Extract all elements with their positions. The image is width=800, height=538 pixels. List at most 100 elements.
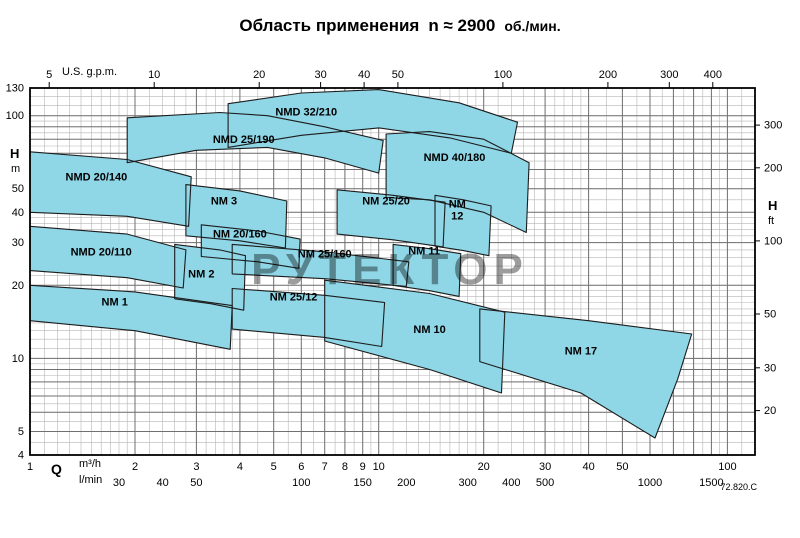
- pump-region-fill: [393, 244, 461, 297]
- top-axis-tick: 10: [148, 69, 160, 81]
- region-label: NM 2: [188, 269, 214, 281]
- pump-region-outline: [324, 279, 506, 394]
- left-axis-tick: 5: [18, 426, 24, 438]
- region-label: NMD 25/190: [213, 134, 275, 146]
- bottom-axis-tick-m3h: 3: [193, 461, 199, 473]
- region-label: NM 17: [565, 345, 597, 357]
- top-axis-tick: 400: [704, 69, 722, 81]
- left-axis-tick: 4: [18, 450, 24, 462]
- bottom-axis-tick-m3h: 2: [132, 461, 138, 473]
- region-label: NM 25/160: [298, 249, 352, 261]
- left-axis-tick: 50: [12, 183, 24, 195]
- region-label: NM 20/160: [213, 228, 267, 240]
- plot-frame: [29, 87, 756, 456]
- bottom-axis-tick-m3h: 10: [373, 461, 385, 473]
- bottom-axis-tick-m3h: 5: [271, 461, 277, 473]
- region-label: NM 25/12: [270, 292, 318, 304]
- top-axis-tick: 100: [494, 69, 512, 81]
- top-axis-tick: 30: [314, 69, 326, 81]
- bottom-axis-unit-lmin-label: l/min: [79, 474, 103, 486]
- bottom-axis-tick-lmin: 400: [502, 477, 520, 489]
- watermark: РУТЕКТОР: [251, 245, 529, 294]
- pump-region-outline: [385, 131, 530, 234]
- right-axis-tick: 30: [764, 362, 776, 374]
- pump-region-fill: [228, 89, 518, 154]
- bottom-axis-tick-m3h: 40: [582, 461, 594, 473]
- right-axis-tick: 200: [764, 162, 782, 174]
- right-axis-tick: 20: [764, 405, 776, 417]
- pump-region-fill: [30, 151, 192, 227]
- pump-region-fill: [337, 189, 446, 247]
- doc-number: 72.820.C: [720, 482, 757, 492]
- bottom-axis-unit-m3h-label: m³/h: [79, 458, 101, 470]
- pump-region-fill: [324, 280, 505, 393]
- top-axis-unit-label: U.S. g.p.m.: [62, 66, 118, 78]
- left-axis-tick: 20: [12, 280, 24, 292]
- pump-region-fill: [174, 244, 246, 311]
- bottom-axis-tick-lmin: 150: [354, 477, 372, 489]
- pump-region-outline: [479, 308, 693, 439]
- bottom-axis-tick-lmin: 1500: [699, 477, 723, 489]
- top-axis-tick: 20: [253, 69, 265, 81]
- pump-region-fill: [479, 308, 692, 438]
- title-main: Область применения: [239, 16, 420, 35]
- left-axis-tick: 30: [12, 237, 24, 249]
- region-label: NM 12: [449, 199, 466, 223]
- bottom-axis-tick-m3h: 30: [539, 461, 551, 473]
- left-axis-unit-label: m: [11, 163, 21, 175]
- region-label: NMD 20/110: [71, 247, 132, 259]
- pump-region-outline: [126, 111, 384, 174]
- pump-region-outline: [392, 243, 462, 297]
- pump-region-fill: [30, 226, 186, 288]
- chart-labels: NMD 32/210 NMD 25/190 NMD 40/180 NMD 20/140…: [66, 107, 598, 358]
- region-label: NMD 32/210: [275, 107, 337, 119]
- right-axis-tick: 100: [764, 235, 782, 247]
- right-axis-unit-label: ft: [768, 215, 775, 227]
- pump-region-outline: [231, 243, 410, 287]
- pump-region-fill: [386, 131, 530, 233]
- right-axis-tick: 50: [764, 309, 776, 321]
- pump-region-outline: [174, 243, 247, 311]
- bottom-axis-tick-m3h: 6: [298, 461, 304, 473]
- left-axis-quantity-label: H: [10, 146, 20, 161]
- bottom-axis-tick-m3h: 1: [27, 461, 33, 473]
- top-axis-tick: 5: [46, 69, 52, 81]
- bottom-axis-tick-lmin: 200: [397, 477, 415, 489]
- region-label: NM 1: [102, 297, 128, 309]
- bottom-axis-tick-m3h: 50: [616, 461, 628, 473]
- region-label: NM 25/20: [362, 196, 410, 208]
- top-axis-tick: 300: [660, 69, 678, 81]
- pump-region-outline: [434, 194, 492, 257]
- region-label: NM 11: [408, 246, 440, 258]
- top-axis-tick: 40: [358, 69, 370, 81]
- left-axis-tick: 130: [6, 83, 24, 95]
- left-axis-tick: 10: [12, 353, 24, 365]
- top-axis-tick: 50: [392, 69, 404, 81]
- left-axis-tick: 100: [6, 110, 24, 122]
- bottom-axis-tick-m3h: 20: [478, 461, 490, 473]
- bottom-axis-tick-m3h: 100: [718, 461, 736, 473]
- chart-title: Область применения n ≈ 2900 об./мин.: [0, 16, 800, 36]
- pump-region-outline: [185, 184, 288, 249]
- bottom-axis-tick-m3h: 9: [360, 461, 366, 473]
- pump-region-fill: [30, 285, 233, 350]
- bottom-axis-tick-lmin: 300: [459, 477, 477, 489]
- bottom-axis-tick-m3h: 4: [237, 461, 243, 473]
- bottom-axis-tick-lmin: 40: [156, 477, 168, 489]
- title-units: об./мин.: [504, 18, 561, 34]
- right-axis-quantity-label: H: [768, 198, 778, 213]
- region-label: NM 10: [413, 324, 445, 336]
- bottom-axis-tick-lmin: 1000: [638, 477, 662, 489]
- bottom-axis-tick-m3h: 7: [322, 461, 328, 473]
- left-axis-tick: 40: [12, 207, 24, 219]
- right-axis-tick: 300: [764, 120, 782, 132]
- region-label: NMD 40/180: [424, 152, 486, 164]
- pump-region-outline: [200, 224, 301, 269]
- title-speed: n ≈ 2900: [428, 16, 496, 35]
- bottom-axis-tick-lmin: 500: [536, 477, 554, 489]
- region-label: NMD 20/140: [66, 172, 128, 184]
- bottom-axis-tick-lmin: 50: [190, 477, 202, 489]
